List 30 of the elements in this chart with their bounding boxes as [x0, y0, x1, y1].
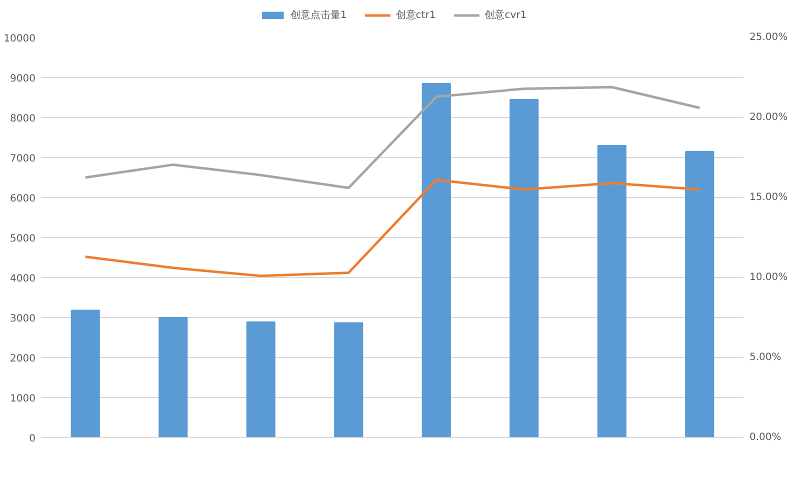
y-tick-label: 4000: [10, 274, 36, 284]
y-tick-label: 3000: [10, 314, 36, 324]
y2-tick-label: 15.00%: [750, 192, 788, 203]
legend-label: 创意cvr1: [484, 8, 527, 22]
y-tick-label: 7000: [10, 154, 36, 164]
y-tick-label: 2000: [10, 354, 36, 364]
bar: [422, 83, 451, 438]
y2-tick-label: 20.00%: [750, 112, 788, 123]
line-series: [84, 86, 701, 190]
y-tick-label: 10000: [4, 34, 36, 44]
y-tick-label: 6000: [10, 194, 36, 204]
bar: [158, 317, 188, 438]
y2-tick-label: 10.00%: [750, 272, 788, 283]
y2-tick-label: 5.00%: [750, 352, 782, 363]
line-series: [84, 178, 701, 278]
y-tick-label: 0: [29, 434, 36, 444]
bar: [246, 321, 276, 438]
bar: [685, 151, 714, 438]
bar: [510, 99, 539, 438]
legend-label: 创意ctr1: [396, 8, 436, 22]
y-tick-label: 8000: [10, 114, 36, 124]
y2-tick-label: 25.00%: [750, 32, 788, 43]
bar: [70, 310, 100, 438]
legend-label: 创意点击量1: [290, 8, 347, 22]
y-tick-label: 9000: [10, 74, 36, 84]
bar: [597, 145, 626, 438]
bar: [334, 322, 364, 438]
y-tick-label: 1000: [10, 394, 36, 404]
y2-tick-label: 0.00%: [750, 432, 782, 443]
y-tick-label: 5000: [10, 234, 36, 244]
